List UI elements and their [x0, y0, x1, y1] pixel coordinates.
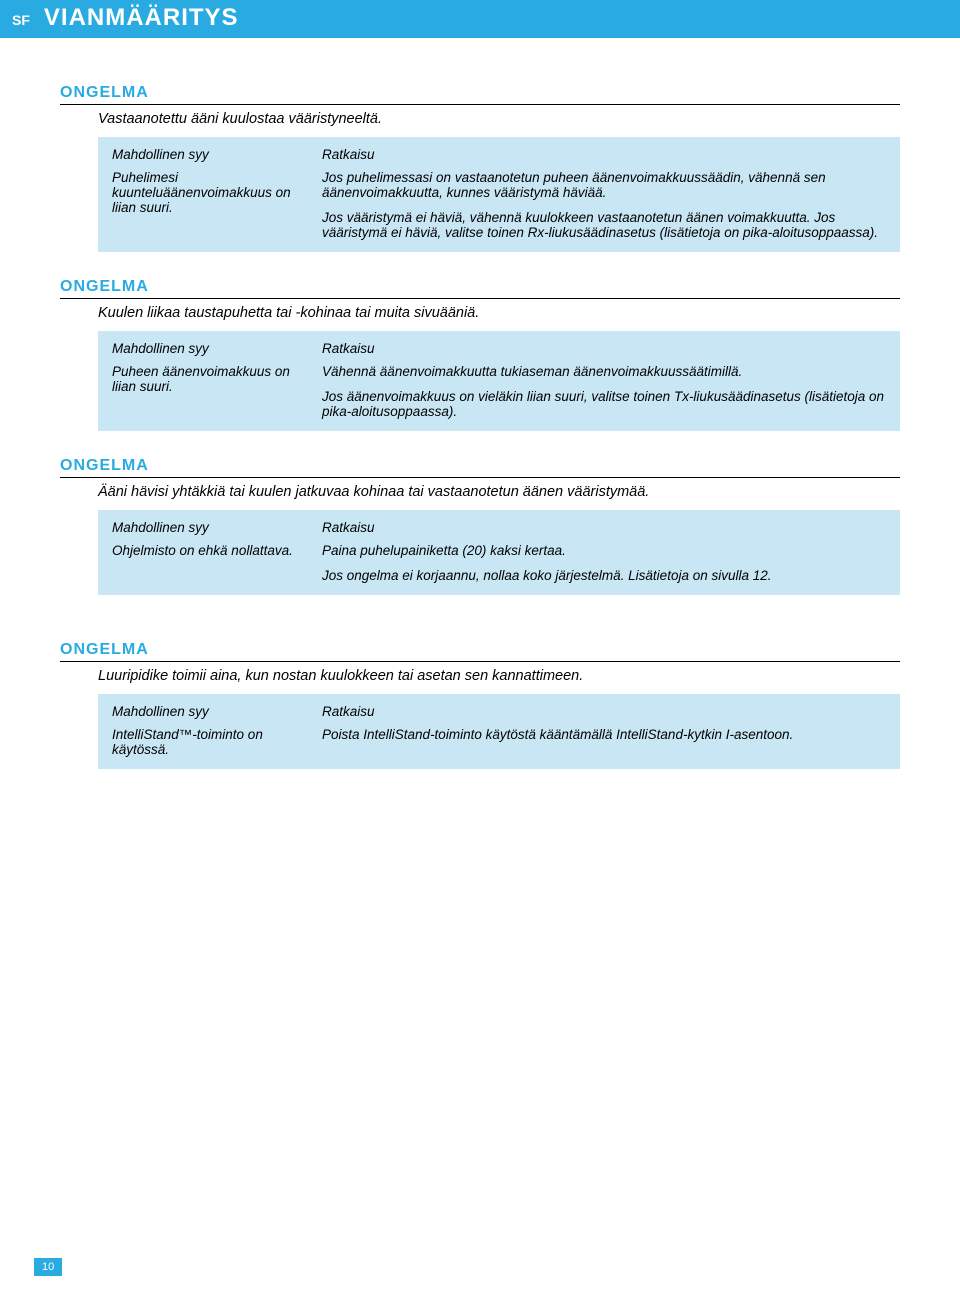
cause-text: IntelliStand™-toiminto on käytössä. — [112, 727, 322, 757]
cause-header: Mahdollinen syy — [112, 341, 322, 356]
section-heading-3: ONGELMA — [60, 457, 900, 475]
solution-text: Paina puhelupainiketta (20) kaksi kertaa… — [322, 543, 886, 583]
solution-text: Vähennä äänenvoimakkuutta tukiaseman ään… — [322, 364, 886, 419]
solution-para: Jos vääristymä ei häviä, vähennä kuulokk… — [322, 210, 886, 240]
problem-desc-3: Ääni hävisi yhtäkkiä tai kuulen jatkuvaa… — [60, 484, 900, 500]
cause-text: Puhelimesi kuunteluäänenvoimakkuus on li… — [112, 170, 322, 215]
section-heading-2: ONGELMA — [60, 278, 900, 296]
problem-box-2: Mahdollinen syy Ratkaisu Puheen äänenvoi… — [98, 331, 900, 431]
solution-header: Ratkaisu — [322, 147, 886, 162]
section-heading-1: ONGELMA — [60, 84, 900, 102]
divider — [60, 477, 900, 478]
solution-para: Jos ongelma ei korjaannu, nollaa koko jä… — [322, 568, 886, 583]
solution-header: Ratkaisu — [322, 520, 886, 535]
solution-para: Poista IntelliStand-toiminto käytöstä kä… — [322, 727, 886, 742]
problem-desc-1: Vastaanotettu ääni kuulostaa vääristynee… — [60, 111, 900, 127]
section-heading-4: ONGELMA — [60, 641, 900, 659]
cause-text: Puheen äänenvoimakkuus on liian suuri. — [112, 364, 322, 394]
page-header: SF VIANMÄÄRITYS — [0, 0, 960, 38]
content-area: ONGELMA Vastaanotettu ääni kuulostaa vää… — [0, 38, 960, 769]
problem-box-4: Mahdollinen syy Ratkaisu IntelliStand™-t… — [98, 694, 900, 769]
cause-header: Mahdollinen syy — [112, 147, 322, 162]
solution-para: Paina puhelupainiketta (20) kaksi kertaa… — [322, 543, 886, 558]
lang-code: SF — [12, 12, 30, 28]
divider — [60, 104, 900, 105]
cause-header: Mahdollinen syy — [112, 520, 322, 535]
problem-desc-4: Luuripidike toimii aina, kun nostan kuul… — [60, 668, 900, 684]
solution-header: Ratkaisu — [322, 704, 886, 719]
problem-desc-2: Kuulen liikaa taustapuhetta tai -kohinaa… — [60, 305, 900, 321]
page-title: VIANMÄÄRITYS — [44, 4, 239, 32]
solution-header: Ratkaisu — [322, 341, 886, 356]
problem-box-1: Mahdollinen syy Ratkaisu Puhelimesi kuun… — [98, 137, 900, 252]
problem-box-3: Mahdollinen syy Ratkaisu Ohjelmisto on e… — [98, 510, 900, 595]
cause-header: Mahdollinen syy — [112, 704, 322, 719]
solution-para: Jos äänenvoimakkuus on vieläkin liian su… — [322, 389, 886, 419]
solution-para: Jos puhelimessasi on vastaanotetun puhee… — [322, 170, 886, 200]
page-number: 10 — [34, 1258, 62, 1276]
divider — [60, 661, 900, 662]
solution-text: Jos puhelimessasi on vastaanotetun puhee… — [322, 170, 886, 240]
cause-text: Ohjelmisto on ehkä nollattava. — [112, 543, 322, 558]
divider — [60, 298, 900, 299]
solution-para: Vähennä äänenvoimakkuutta tukiaseman ään… — [322, 364, 886, 379]
solution-text: Poista IntelliStand-toiminto käytöstä kä… — [322, 727, 886, 742]
